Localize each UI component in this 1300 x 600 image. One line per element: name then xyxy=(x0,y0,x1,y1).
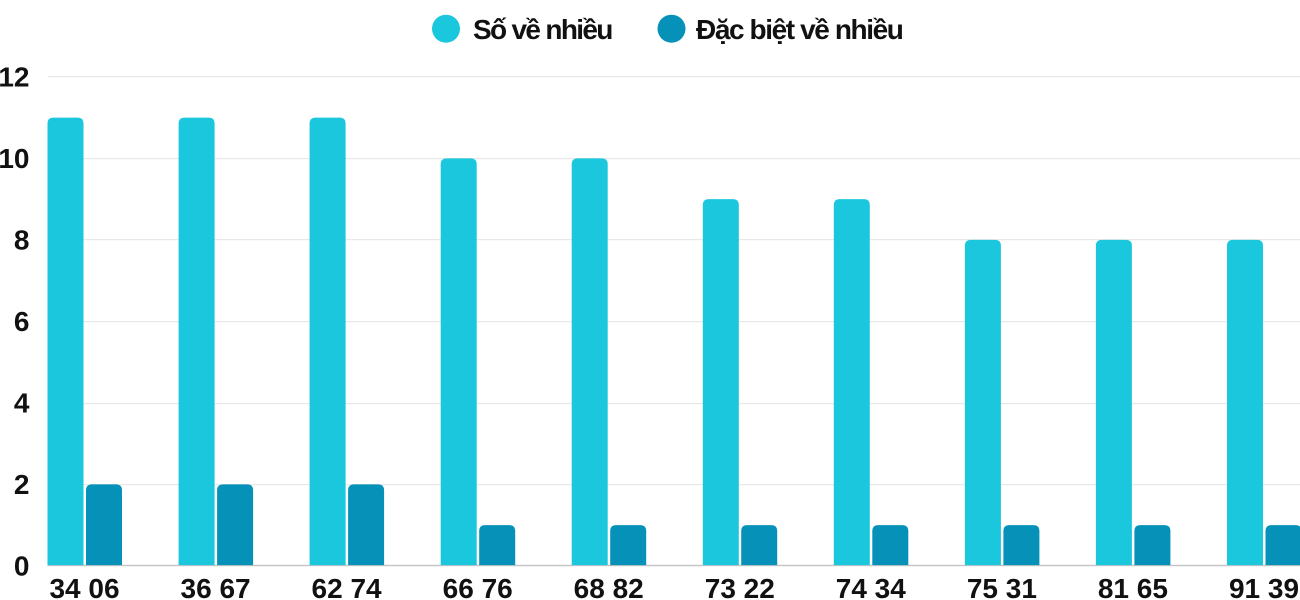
svg-text:Số về nhiều: Số về nhiều xyxy=(473,14,612,45)
svg-text:8: 8 xyxy=(14,225,30,256)
svg-text:68 82: 68 82 xyxy=(574,573,644,600)
svg-text:66 76: 66 76 xyxy=(443,573,513,600)
svg-text:Đặc biệt về nhiều: Đặc biệt về nhiều xyxy=(696,14,903,45)
svg-text:74 34: 74 34 xyxy=(836,573,906,600)
svg-text:12: 12 xyxy=(0,62,30,93)
svg-text:0: 0 xyxy=(14,550,30,581)
svg-text:34 06: 34 06 xyxy=(49,573,119,600)
svg-text:91 39: 91 39 xyxy=(1229,573,1299,600)
svg-text:36 67: 36 67 xyxy=(181,573,251,600)
svg-text:81 65: 81 65 xyxy=(1098,573,1168,600)
svg-text:4: 4 xyxy=(14,387,30,418)
svg-text:73 22: 73 22 xyxy=(705,573,775,600)
svg-text:2: 2 xyxy=(14,469,30,500)
svg-text:62 74: 62 74 xyxy=(312,573,382,600)
svg-text:6: 6 xyxy=(14,306,30,337)
svg-text:10: 10 xyxy=(0,143,30,174)
svg-text:75 31: 75 31 xyxy=(967,573,1037,600)
